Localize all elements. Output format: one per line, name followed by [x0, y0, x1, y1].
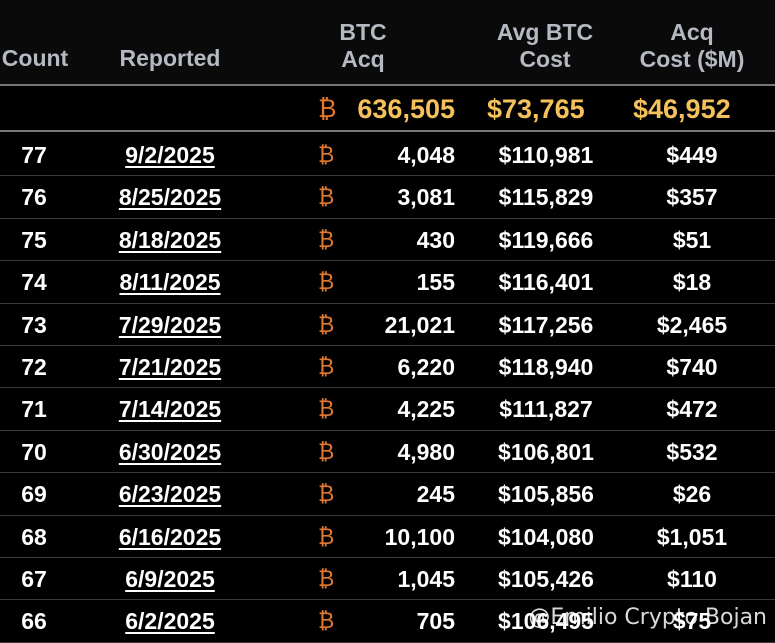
- table-row: 72 7/21/2025 ₿ 6,220 $118,940 $740: [0, 346, 775, 389]
- total-btc-acq: 636,505: [357, 94, 455, 124]
- row-avg-cost: $110,981: [498, 142, 594, 168]
- table-row: 75 8/18/2025 ₿ 430 $119,666 $51: [0, 219, 775, 262]
- row-date-link[interactable]: 6/30/2025: [118, 438, 222, 465]
- row-count: 71: [21, 396, 47, 423]
- row-date-link[interactable]: 7/14/2025: [118, 396, 222, 423]
- total-avg-cost: $73,765: [487, 94, 585, 124]
- row-btc-acq: 705: [416, 608, 455, 635]
- table-row: 66 6/2/2025 ₿ 705 $106,495 $75: [0, 600, 775, 643]
- row-acq-cost: $472: [666, 396, 718, 423]
- row-acq-cost: $51: [672, 226, 712, 253]
- row-avg-cost: $115,829: [498, 184, 594, 211]
- row-date-link[interactable]: 6/23/2025: [118, 481, 222, 508]
- row-btc-acq: 4,048: [397, 142, 455, 168]
- row-avg-cost: $104,080: [498, 523, 594, 550]
- row-date-link[interactable]: 7/21/2025: [118, 353, 222, 380]
- row-avg-cost: $105,426: [498, 565, 594, 592]
- table-row: 67 6/9/2025 ₿ 1,045 $105,426 $110: [0, 558, 775, 601]
- row-avg-cost: $117,256: [498, 311, 594, 338]
- row-acq-cost: $75: [672, 608, 712, 635]
- row-avg-cost: $119,666: [498, 226, 594, 253]
- btc-symbol-icon: ₿: [318, 353, 335, 379]
- btc-symbol-icon: ₿: [318, 523, 335, 549]
- row-date-link[interactable]: 6/16/2025: [118, 523, 222, 550]
- row-count: 66: [21, 608, 47, 635]
- row-avg-cost: $106,495: [498, 608, 594, 635]
- row-date-link[interactable]: 8/11/2025: [119, 269, 221, 296]
- totals-row: ₿ 636,505 $73,765 $46,952: [0, 84, 775, 132]
- row-avg-cost: $116,401: [498, 269, 594, 296]
- btc-symbol-icon: ₿: [318, 142, 335, 167]
- row-acq-cost: $1,051: [656, 523, 728, 550]
- table-header: Count Reported BTC Acq Avg BTC Cost Acq …: [0, 0, 775, 84]
- btc-symbol-icon: ₿: [318, 608, 335, 634]
- row-acq-cost: $2,465: [656, 311, 728, 338]
- row-count: 74: [21, 269, 47, 296]
- total-acq-cost: $46,952: [633, 94, 731, 124]
- btc-symbol-icon: ₿: [318, 311, 335, 337]
- row-btc-acq: 4,980: [397, 438, 455, 465]
- row-acq-cost: $18: [672, 269, 712, 296]
- row-acq-cost: $110: [667, 565, 717, 592]
- row-count: 77: [21, 142, 47, 168]
- btc-symbol-icon: ₿: [318, 269, 335, 295]
- row-avg-cost: $106,801: [498, 438, 594, 465]
- row-count: 69: [21, 481, 47, 508]
- header-reported: Reported: [119, 45, 221, 71]
- btc-symbol-icon: ₿: [318, 481, 335, 507]
- row-acq-cost: $532: [666, 438, 718, 465]
- row-count: 67: [21, 565, 47, 592]
- row-count: 75: [21, 226, 47, 253]
- row-btc-acq: 4,225: [397, 396, 455, 423]
- btc-symbol-icon: ₿: [318, 438, 335, 464]
- acquisitions-table: 77 9/2/2025 ₿ 4,048 $110,981 $449 76 8/2…: [0, 134, 775, 643]
- row-btc-acq: 1,045: [397, 565, 455, 592]
- row-date-link[interactable]: 7/29/2025: [118, 311, 222, 338]
- row-date-link[interactable]: 6/2/2025: [125, 608, 215, 635]
- table-row: 71 7/14/2025 ₿ 4,225 $111,827 $472: [0, 388, 775, 431]
- btc-symbol-icon: ₿: [318, 184, 335, 210]
- row-date-link[interactable]: 8/18/2025: [118, 226, 222, 253]
- row-count: 70: [21, 438, 47, 465]
- row-acq-cost: $449: [666, 142, 718, 168]
- header-avg-btc-cost: Avg BTC Cost: [496, 19, 594, 72]
- row-count: 72: [21, 353, 47, 380]
- row-acq-cost: $740: [666, 353, 718, 380]
- btc-symbol-icon: ₿: [318, 565, 335, 591]
- row-count: 68: [21, 523, 47, 550]
- header-btc-acq: BTC Acq: [339, 19, 387, 72]
- row-btc-acq: 155: [416, 269, 455, 296]
- btc-symbol-icon: ₿: [318, 95, 337, 123]
- row-acq-cost: $357: [666, 184, 718, 211]
- row-count: 76: [21, 184, 47, 211]
- row-avg-cost: $111,827: [499, 396, 593, 423]
- row-acq-cost: $26: [672, 481, 712, 508]
- table-row: 77 9/2/2025 ₿ 4,048 $110,981 $449: [0, 134, 775, 177]
- row-btc-acq: 6,220: [397, 353, 455, 380]
- table-row: 76 8/25/2025 ₿ 3,081 $115,829 $357: [0, 176, 775, 219]
- row-btc-acq: 430: [416, 226, 455, 253]
- btc-symbol-icon: ₿: [318, 396, 335, 422]
- row-btc-acq: 245: [416, 481, 455, 508]
- watermark: @Emilio Crypto Bojan: [528, 605, 767, 630]
- row-count: 73: [21, 311, 47, 338]
- row-btc-acq: 21,021: [384, 311, 455, 338]
- table-row: 74 8/11/2025 ₿ 155 $116,401 $18: [0, 261, 775, 304]
- row-avg-cost: $118,940: [498, 353, 594, 380]
- btc-symbol-icon: ₿: [318, 226, 335, 252]
- row-date-link[interactable]: 9/2/2025: [125, 142, 215, 168]
- row-avg-cost: $105,856: [498, 481, 594, 508]
- table-row: 69 6/23/2025 ₿ 245 $105,856 $26: [0, 473, 775, 516]
- table-row: 73 7/29/2025 ₿ 21,021 $117,256 $2,465: [0, 304, 775, 346]
- header-count: Count: [1, 45, 69, 71]
- table-row: 68 6/16/2025 ₿ 10,100 $104,080 $1,051: [0, 516, 775, 558]
- row-btc-acq: 10,100: [384, 523, 455, 550]
- header-acq-cost: Acq Cost ($M): [639, 19, 745, 72]
- row-date-link[interactable]: 6/9/2025: [125, 565, 215, 592]
- row-btc-acq: 3,081: [397, 184, 455, 211]
- table-row: 70 6/30/2025 ₿ 4,980 $106,801 $532: [0, 431, 775, 474]
- row-date-link[interactable]: 8/25/2025: [118, 184, 222, 211]
